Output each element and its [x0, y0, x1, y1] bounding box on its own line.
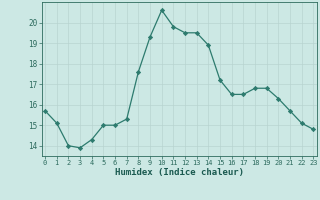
- X-axis label: Humidex (Indice chaleur): Humidex (Indice chaleur): [115, 168, 244, 177]
